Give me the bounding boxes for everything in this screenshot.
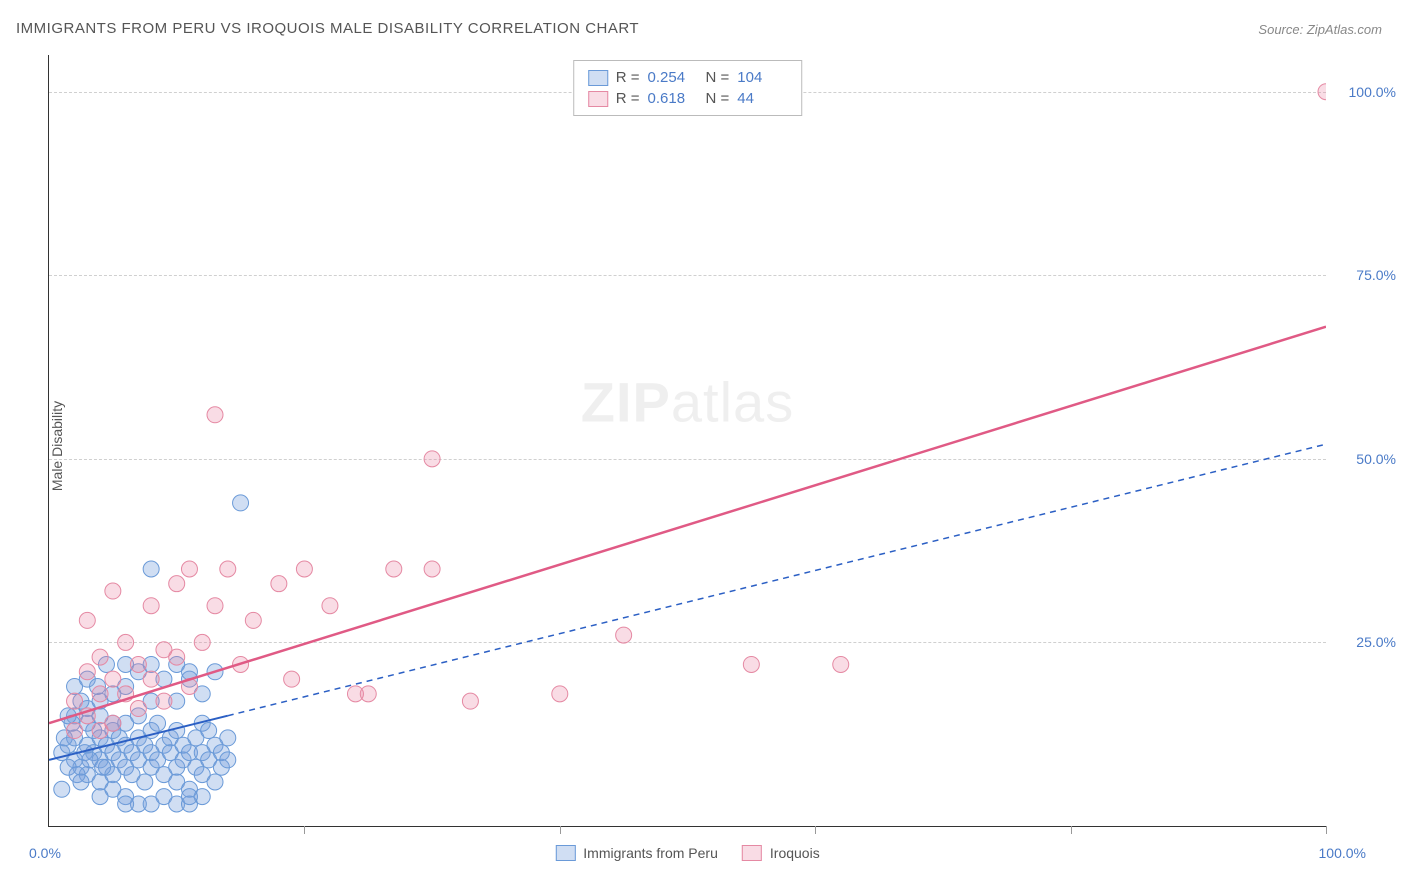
- data-point: [233, 495, 249, 511]
- data-point: [156, 693, 172, 709]
- data-point: [201, 723, 217, 739]
- data-point: [207, 774, 223, 790]
- legend-n-label-1: N =: [706, 90, 730, 107]
- x-axis-min-label: 0.0%: [29, 845, 61, 861]
- data-point: [386, 561, 402, 577]
- data-point: [92, 649, 108, 665]
- data-point: [143, 671, 159, 687]
- data-point: [552, 686, 568, 702]
- legend-r-label-0: R =: [616, 69, 640, 86]
- data-point: [220, 561, 236, 577]
- data-point: [833, 656, 849, 672]
- data-point: [181, 561, 197, 577]
- data-point: [245, 612, 261, 628]
- y-tick-label: 25.0%: [1356, 634, 1396, 650]
- data-point: [169, 576, 185, 592]
- data-point: [92, 686, 108, 702]
- data-point: [1318, 84, 1326, 100]
- trend-line-dashed: [228, 444, 1326, 716]
- data-point: [169, 649, 185, 665]
- x-tick: [1326, 826, 1327, 834]
- correlation-legend: R = 0.254 N = 104 R = 0.618 N = 44: [573, 60, 803, 116]
- data-point: [150, 715, 166, 731]
- data-point: [73, 774, 89, 790]
- series-legend: Immigrants from Peru Iroquois: [555, 845, 819, 861]
- data-point: [95, 759, 111, 775]
- legend-bottom-swatch-1: [742, 845, 762, 861]
- data-point: [118, 796, 134, 812]
- legend-swatch-0: [588, 70, 608, 86]
- data-point: [54, 781, 70, 797]
- trend-line-solid: [49, 327, 1326, 724]
- data-point: [130, 656, 146, 672]
- legend-row-series-1: R = 0.618 N = 44: [588, 88, 788, 109]
- data-point: [105, 583, 121, 599]
- data-point: [424, 561, 440, 577]
- data-point: [462, 693, 478, 709]
- legend-bottom-label-1: Iroquois: [770, 845, 820, 861]
- data-point: [143, 598, 159, 614]
- chart-container: IMMIGRANTS FROM PERU VS IROQUOIS MALE DI…: [0, 0, 1406, 892]
- legend-r-value-0: 0.254: [648, 69, 698, 86]
- legend-row-series-0: R = 0.254 N = 104: [588, 67, 788, 88]
- data-point: [137, 774, 153, 790]
- data-point: [284, 671, 300, 687]
- data-point: [271, 576, 287, 592]
- data-point: [207, 598, 223, 614]
- x-tick: [815, 826, 816, 834]
- data-point: [105, 671, 121, 687]
- data-point: [194, 634, 210, 650]
- data-point: [424, 451, 440, 467]
- legend-item-0: Immigrants from Peru: [555, 845, 718, 861]
- legend-n-value-0: 104: [737, 69, 787, 86]
- data-point: [616, 627, 632, 643]
- legend-swatch-1: [588, 91, 608, 107]
- data-point: [220, 730, 236, 746]
- legend-r-value-1: 0.618: [648, 90, 698, 107]
- source-name: ZipAtlas.com: [1307, 22, 1382, 37]
- data-point: [360, 686, 376, 702]
- data-point: [67, 723, 83, 739]
- plot-svg: [49, 55, 1326, 826]
- chart-title: IMMIGRANTS FROM PERU VS IROQUOIS MALE DI…: [16, 20, 639, 37]
- data-point: [207, 407, 223, 423]
- data-point: [296, 561, 312, 577]
- legend-bottom-label-0: Immigrants from Peru: [583, 845, 718, 861]
- data-point: [92, 789, 108, 805]
- data-point: [92, 723, 108, 739]
- data-point: [220, 752, 236, 768]
- y-tick-label: 50.0%: [1356, 451, 1396, 467]
- data-point: [79, 612, 95, 628]
- data-point: [118, 634, 134, 650]
- data-point: [181, 789, 197, 805]
- data-point: [743, 656, 759, 672]
- legend-n-label-0: N =: [706, 69, 730, 86]
- legend-n-value-1: 44: [737, 90, 787, 107]
- data-point: [67, 693, 83, 709]
- source-label: Source:: [1258, 22, 1303, 37]
- x-tick: [1071, 826, 1072, 834]
- data-point: [143, 561, 159, 577]
- x-tick: [560, 826, 561, 834]
- data-point: [79, 664, 95, 680]
- y-tick-label: 100.0%: [1349, 84, 1396, 100]
- y-tick-label: 75.0%: [1356, 267, 1396, 283]
- legend-bottom-swatch-0: [555, 845, 575, 861]
- data-point: [130, 701, 146, 717]
- legend-r-label-1: R =: [616, 90, 640, 107]
- x-tick: [304, 826, 305, 834]
- x-axis-max-label: 100.0%: [1319, 845, 1366, 861]
- plot-area: ZIPatlas R = 0.254 N = 104 R = 0.618 N =…: [48, 55, 1326, 827]
- source-attribution: Source: ZipAtlas.com: [1258, 22, 1382, 37]
- legend-item-1: Iroquois: [742, 845, 820, 861]
- data-point: [322, 598, 338, 614]
